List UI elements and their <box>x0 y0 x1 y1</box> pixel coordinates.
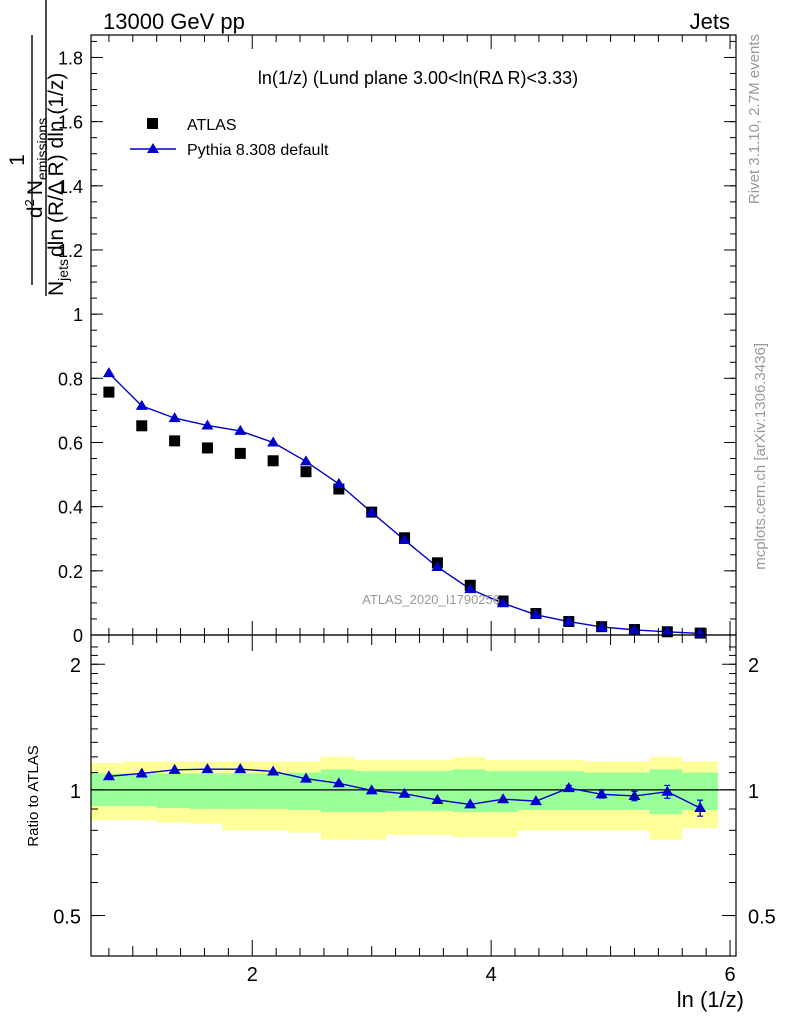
ratio-point <box>694 801 707 812</box>
ratio-point <box>365 784 378 795</box>
y-tick-label: 1.8 <box>58 48 83 68</box>
pythia-point <box>332 477 345 488</box>
ratio-point <box>529 795 542 806</box>
y-tick-label: 0.4 <box>58 498 83 518</box>
pythia-point <box>201 419 214 430</box>
atlas-point <box>234 447 246 459</box>
y-tick-label: 1 <box>73 305 83 325</box>
pythia-point <box>595 620 608 631</box>
stat-uncertainty-band <box>320 769 354 813</box>
atlas-point <box>136 420 148 432</box>
y-tick-label: 0.8 <box>58 369 83 389</box>
ratio-point <box>135 767 148 778</box>
y-tick-label: 1.2 <box>58 241 83 261</box>
main-y-axis-label: 1 d2Nemissions Njetsdln (R/Δ R) dln (1/z… <box>6 0 71 296</box>
y-tick-label: 0 <box>73 626 83 646</box>
pythia-point <box>267 436 280 447</box>
pythia-point <box>431 560 444 571</box>
pythia-point <box>365 506 378 517</box>
ratio-panel-frame <box>90 634 737 957</box>
atlas-point <box>300 466 312 478</box>
stat-uncertainty-band <box>189 773 223 809</box>
pythia-point <box>168 412 181 423</box>
ratio-y-tick-label: 0.5 <box>53 907 81 929</box>
legend-label-pythia: Pythia 8.308 default <box>187 142 329 159</box>
atlas-point <box>333 483 345 495</box>
x-tick-label: 6 <box>724 964 735 986</box>
legend-label-atlas: ATLAS <box>187 117 237 134</box>
stat-uncertainty-band <box>255 773 289 809</box>
pythia-point <box>562 615 575 626</box>
ratio-point <box>102 770 115 781</box>
y-tick-label: 1.6 <box>58 113 83 133</box>
x-tick-label: 2 <box>247 964 258 986</box>
ylabel-fraction-numerator: 1 <box>6 154 29 166</box>
ratio-point <box>464 798 477 809</box>
analysis-watermark: ATLAS_2020_I1790256 <box>362 592 500 607</box>
ratio-panel: 0.5 0.5 1 1 2 2 2 4 6 <box>53 634 776 986</box>
pythia-point <box>464 583 477 594</box>
pythia-point <box>529 608 542 619</box>
ratio-point <box>201 763 214 774</box>
stat-uncertainty-band <box>222 773 256 809</box>
ratio-point <box>332 777 345 788</box>
atlas-point <box>201 442 213 454</box>
y-tick-label: 0.2 <box>58 562 83 582</box>
atlas-point <box>103 386 115 398</box>
mcplots-label: mcplots.cern.ch [arXiv:1306.3436] <box>752 343 769 570</box>
pythia-point <box>102 367 115 378</box>
legend-marker-pythia <box>147 143 159 153</box>
stat-uncertainty-band <box>485 770 519 813</box>
ratio-point <box>497 793 510 804</box>
stat-uncertainty-band <box>156 773 190 808</box>
ratio-point <box>234 763 247 774</box>
stat-uncertainty-band <box>419 770 453 812</box>
main-panel: 0 0.2 0.4 0.6 0.8 1 1.2 1.4 1.6 1.8 ln(1/z) (Lund… <box>58 34 737 646</box>
ylabel-numerator: d2Nemissions <box>22 118 50 218</box>
ratio-point <box>431 793 444 804</box>
ylabel-denominator: Njetsdln (R/Δ R) dln (1/z) <box>45 73 71 296</box>
pythia-point <box>398 534 411 545</box>
ratio-y-tick-label: 2 <box>70 655 81 677</box>
pythia-point <box>135 399 148 410</box>
atlas-point <box>169 435 181 447</box>
ratio-point <box>300 772 312 783</box>
ratio-point <box>398 787 411 798</box>
pythia-point <box>300 455 312 466</box>
atlas-point <box>267 455 279 467</box>
rivet-version-label: Rivet 3.1.10, 2.7M events <box>746 34 763 204</box>
x-axis-label: ln (1/z) <box>677 987 744 1012</box>
ratio-y-tick-label: 1 <box>70 781 81 803</box>
header-left: 13000 GeV pp <box>103 9 245 34</box>
legend-marker-atlas <box>147 118 158 129</box>
ratio-y-axis-label: Ratio to ATLAS <box>25 745 42 846</box>
header-right: Jets <box>690 9 730 34</box>
ratio-point <box>595 788 608 799</box>
ratio-point <box>562 782 575 793</box>
ratio-y-tick-label-right: 0.5 <box>748 907 776 929</box>
ratio-point <box>267 765 280 776</box>
ratio-point <box>661 785 674 796</box>
y-tick-label: 0.6 <box>58 433 83 453</box>
main-panel-title: ln(1/z) (Lund plane 3.00<ln(RΔ R)<3.33) <box>258 68 578 88</box>
x-tick-label: 4 <box>486 964 497 986</box>
y-tick-label: 1.4 <box>58 177 83 197</box>
pythia-point <box>661 625 674 636</box>
pythia-point <box>234 424 247 435</box>
pythia-point <box>497 597 510 608</box>
legend: ATLAS Pythia 8.308 default <box>130 117 329 159</box>
ratio-y-tick-label-right: 2 <box>748 655 759 677</box>
ratio-point <box>168 763 181 774</box>
ratio-point <box>628 789 641 800</box>
ratio-y-tick-label-right: 1 <box>748 781 759 803</box>
